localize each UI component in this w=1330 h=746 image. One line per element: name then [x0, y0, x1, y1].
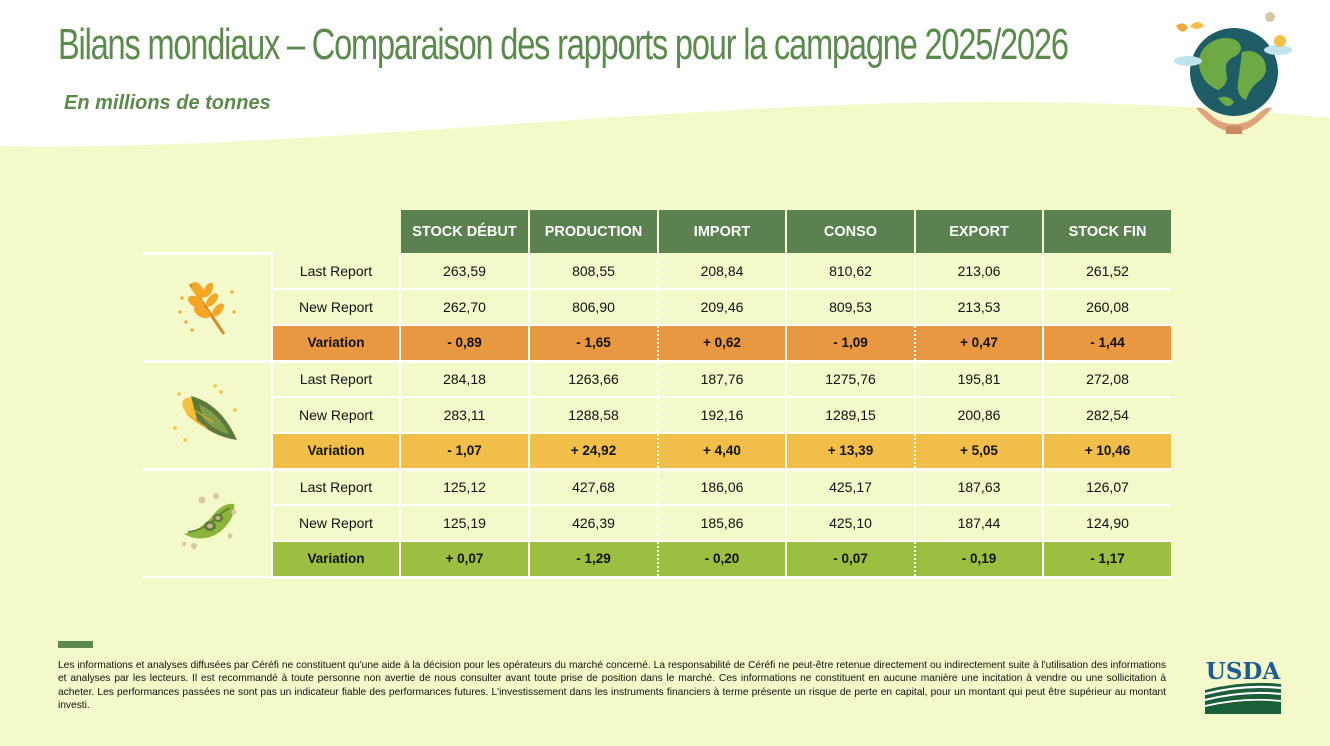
- table-row: New Report 283,11 1288,58 192,16 1289,15…: [143, 397, 1171, 434]
- footer-accent-bar: [58, 641, 93, 648]
- table-row: New Report 262,70 806,90 209,46 809,53 2…: [143, 289, 1171, 326]
- row-label: Last Report: [271, 361, 400, 398]
- disclaimer-text: Les informations et analyses diffusées p…: [58, 660, 1166, 711]
- table-cell: + 0,07: [399, 541, 529, 579]
- table-cell: 260,08: [1042, 289, 1171, 326]
- header-background: [0, 0, 1330, 147]
- table-row: Last Report 263,59 808,55 208,84 810,62 …: [143, 251, 1171, 362]
- row-label: Variation: [271, 541, 400, 579]
- table-cell: - 1,09: [785, 325, 915, 363]
- table-cell: 810,62: [785, 253, 915, 290]
- page-subtitle: En millions de tonnes: [64, 92, 271, 114]
- table-cell: 187,63: [914, 469, 1043, 506]
- variation-row: Variation + 0,07 - 1,29 - 0,20 - 0,07 - …: [143, 541, 1171, 579]
- table-cell: 1263,66: [528, 361, 658, 398]
- table-row: Last Report 284,18 1263,66 187,76 1275,7…: [143, 359, 1171, 470]
- table-cell: + 0,47: [914, 325, 1043, 363]
- variation-row: Variation - 0,89 - 1,65 + 0,62 - 1,09 + …: [143, 325, 1171, 363]
- corn-icon: [173, 384, 237, 442]
- row-label: New Report: [271, 289, 400, 326]
- table-cell: 208,84: [657, 253, 786, 290]
- table-cell: 125,19: [399, 505, 529, 542]
- table-cell: 187,44: [914, 505, 1043, 542]
- usda-logo-text: USDA: [1205, 658, 1281, 685]
- table-cell: - 1,65: [528, 325, 658, 363]
- table-cell: - 1,29: [528, 541, 658, 579]
- soybean-cell: [143, 467, 272, 578]
- table-cell: 808,55: [528, 253, 658, 290]
- table-cell: 200,86: [914, 397, 1043, 434]
- table-cell: 425,10: [785, 505, 915, 542]
- table-row: New Report 125,19 426,39 185,86 425,10 1…: [143, 505, 1171, 542]
- row-label: Variation: [271, 325, 400, 363]
- table-cell: 213,06: [914, 253, 1043, 290]
- column-header: IMPORT: [657, 210, 786, 253]
- table-cell: 209,46: [657, 289, 786, 326]
- soybean-icon: [181, 493, 237, 550]
- table-cell: 195,81: [914, 361, 1043, 398]
- corn-cell: [143, 359, 272, 470]
- table-cell: 186,06: [657, 469, 786, 506]
- table-cell: + 0,62: [657, 325, 786, 363]
- table-cell: 1289,15: [785, 397, 915, 434]
- table-cell: 213,53: [914, 289, 1043, 326]
- table-cell: 1275,76: [785, 361, 915, 398]
- globe-hands-icon: [1174, 12, 1292, 134]
- table-cell: 426,39: [528, 505, 658, 542]
- wheat-icon: [178, 282, 236, 335]
- table-cell: - 0,20: [657, 541, 786, 579]
- column-header: EXPORT: [914, 210, 1043, 253]
- row-label: Variation: [271, 433, 400, 471]
- variation-row: Variation - 1,07 + 24,92 + 4,40 + 13,39 …: [143, 433, 1171, 471]
- table-cell: 192,16: [657, 397, 786, 434]
- column-header: CONSO: [785, 210, 915, 253]
- table-cell: + 5,05: [914, 433, 1043, 471]
- table-cell: 125,12: [399, 469, 529, 506]
- usda-logo: USDA: [1204, 658, 1282, 714]
- table-row: Last Report 125,12 427,68 186,06 425,17 …: [143, 467, 1171, 578]
- row-label: Last Report: [271, 253, 400, 290]
- table-cell: - 1,07: [399, 433, 529, 471]
- table-cell: + 24,92: [528, 433, 658, 471]
- table-cell: 263,59: [399, 253, 529, 290]
- table-cell: 282,54: [1042, 397, 1171, 434]
- table-cell: 261,52: [1042, 253, 1171, 290]
- table-cell: 425,17: [785, 469, 915, 506]
- table-cell: 262,70: [399, 289, 529, 326]
- table-cell: - 1,44: [1042, 325, 1171, 363]
- table-cell: + 4,40: [657, 433, 786, 471]
- column-header: PRODUCTION: [528, 210, 658, 253]
- row-label: New Report: [271, 505, 400, 542]
- table-cell: 1288,58: [528, 397, 658, 434]
- table-cell: 272,08: [1042, 361, 1171, 398]
- table-cell: - 0,19: [914, 541, 1043, 579]
- table-cell: 806,90: [528, 289, 658, 326]
- world-balance-table: STOCK DÉBUT PRODUCTION IMPORT CONSO EXPO…: [143, 210, 1171, 579]
- table-cell: 126,07: [1042, 469, 1171, 506]
- table-cell: 284,18: [399, 361, 529, 398]
- row-label: New Report: [271, 397, 400, 434]
- table-cell: 187,76: [657, 361, 786, 398]
- table-cell: - 0,07: [785, 541, 915, 579]
- row-label: Last Report: [271, 469, 400, 506]
- table-cell: 427,68: [528, 469, 658, 506]
- wheat-cell: [143, 251, 272, 362]
- table-header-row: STOCK DÉBUT PRODUCTION IMPORT CONSO EXPO…: [143, 210, 1171, 253]
- table-cell: 283,11: [399, 397, 529, 434]
- table-cell: + 13,39: [785, 433, 915, 471]
- table-cell: 185,86: [657, 505, 786, 542]
- table-cell: - 0,89: [399, 325, 529, 363]
- table-cell: 124,90: [1042, 505, 1171, 542]
- column-header: STOCK DÉBUT: [399, 210, 529, 253]
- table-cell: - 1,17: [1042, 541, 1171, 579]
- column-header: STOCK FIN: [1042, 210, 1171, 253]
- table-cell: + 10,46: [1042, 433, 1171, 471]
- table-cell: 809,53: [785, 289, 915, 326]
- page-title: Bilans mondiaux – Comparaison des rappor…: [58, 20, 1069, 69]
- usda-fields-icon: [1204, 682, 1282, 714]
